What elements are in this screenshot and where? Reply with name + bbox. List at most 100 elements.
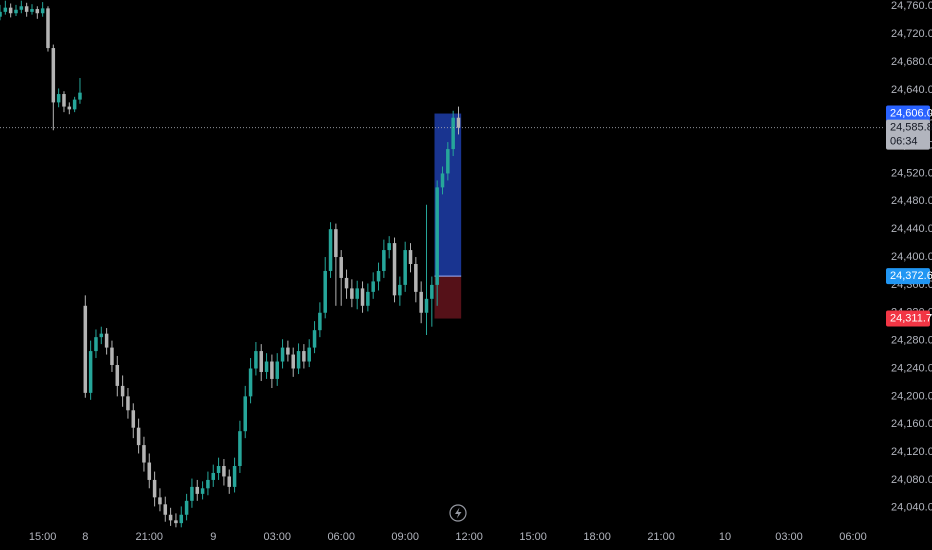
y-tick-label: 24,280.0 <box>891 335 932 347</box>
candle-body <box>451 117 455 150</box>
candle-body <box>360 288 365 306</box>
candle-body <box>280 347 285 362</box>
candle-body <box>40 8 45 14</box>
candle-body <box>120 385 125 397</box>
candle-body <box>88 351 93 393</box>
candle-body <box>35 9 40 14</box>
candle-body <box>339 257 343 278</box>
candle-body <box>200 488 205 494</box>
x-tick-label: 15:00 <box>519 531 547 543</box>
candle-body <box>72 99 77 110</box>
price-badge <box>886 105 930 122</box>
candle-body <box>174 520 178 524</box>
x-tick-label: 09:00 <box>391 531 419 543</box>
candle-body <box>371 281 375 292</box>
x-tick-label: 03:00 <box>775 531 803 543</box>
candle-body <box>387 243 391 251</box>
x-tick-label: 12:00 <box>455 531 483 543</box>
candle-body <box>158 497 162 505</box>
candle-body <box>216 466 221 473</box>
candle-body <box>190 486 194 501</box>
candle-body <box>211 472 216 480</box>
candle-body <box>424 298 429 313</box>
candle-body <box>456 117 461 128</box>
plot-area <box>0 0 885 528</box>
candle-body <box>264 361 269 372</box>
position-loss-zone <box>434 276 462 319</box>
candle-body <box>168 514 173 521</box>
candle-body <box>376 270 381 282</box>
candle-body <box>403 250 407 285</box>
candle-body <box>184 500 189 515</box>
candle-body <box>99 333 104 338</box>
candle-body <box>227 476 232 487</box>
candle-body <box>435 187 439 285</box>
candle-body <box>248 368 253 397</box>
candle-body <box>147 462 152 480</box>
x-tick-label: 10 <box>719 531 731 543</box>
candle-body <box>414 264 418 292</box>
y-tick-label: 24,080.0 <box>891 474 932 486</box>
x-tick-label: 06:00 <box>327 531 355 543</box>
candle-body <box>179 514 184 524</box>
replay-icon[interactable] <box>449 504 467 522</box>
candle-body <box>355 288 359 299</box>
candle-body <box>163 504 168 515</box>
candle-body <box>312 330 317 348</box>
candle-body <box>152 479 157 498</box>
candle-body <box>24 6 29 12</box>
candle-body <box>296 351 301 369</box>
y-tick-label: 24,720.0 <box>891 28 932 40</box>
candle-body <box>78 92 82 100</box>
icon-bolt <box>455 507 462 519</box>
candle-body <box>270 361 274 379</box>
candle-body <box>115 365 120 386</box>
y-tick-label: 24,480.0 <box>891 195 932 207</box>
candle-body <box>142 445 146 463</box>
candle-body <box>344 277 349 289</box>
price-badge-label: 24,372.6 <box>890 270 932 282</box>
candle-body <box>51 48 56 103</box>
price-badge <box>886 119 930 150</box>
candle-body <box>3 7 8 12</box>
position-profit-zone <box>434 113 462 277</box>
candle-body <box>126 396 130 411</box>
y-tick-label: 24,640.0 <box>891 84 932 96</box>
candle-body <box>238 431 242 467</box>
y-tick-label: 24,040.0 <box>891 502 932 514</box>
price-badge-label: 24,585.8 <box>890 122 932 134</box>
x-tick-label: 06:00 <box>839 531 867 543</box>
icon-ring <box>449 504 467 522</box>
x-tick-label: 21:00 <box>136 531 164 543</box>
candle-body <box>195 486 200 494</box>
y-tick-label: 24,680.0 <box>891 56 932 68</box>
candle-body <box>275 361 279 379</box>
candle-body <box>46 8 50 49</box>
candle-body <box>323 270 327 313</box>
candle-body <box>398 284 402 296</box>
candle-body <box>408 250 413 264</box>
price-axis: 24,760.024,720.024,680.024,640.024,600.0… <box>886 0 932 514</box>
candle-body <box>136 427 141 446</box>
x-tick-label: 18:00 <box>583 531 611 543</box>
candle-body <box>19 6 24 10</box>
candle-body <box>206 479 210 489</box>
candle-body <box>318 312 322 331</box>
y-tick-label: 24,400.0 <box>891 251 932 263</box>
x-tick-label: 21:00 <box>647 531 675 543</box>
price-badge <box>886 310 930 327</box>
candle-body <box>67 106 72 110</box>
y-tick-label: 24,200.0 <box>891 390 932 402</box>
candle-body <box>94 337 98 352</box>
candle-body <box>366 291 370 306</box>
candle-body <box>83 305 88 393</box>
price-badge-label: 24,311.7 <box>890 312 932 324</box>
x-tick-label: 03:00 <box>263 531 291 543</box>
y-tick-label: 24,240.0 <box>891 362 932 374</box>
candle-body <box>232 466 237 487</box>
x-tick-label: 15:00 <box>29 531 57 543</box>
y-tick-label: 24,440.0 <box>891 223 932 235</box>
